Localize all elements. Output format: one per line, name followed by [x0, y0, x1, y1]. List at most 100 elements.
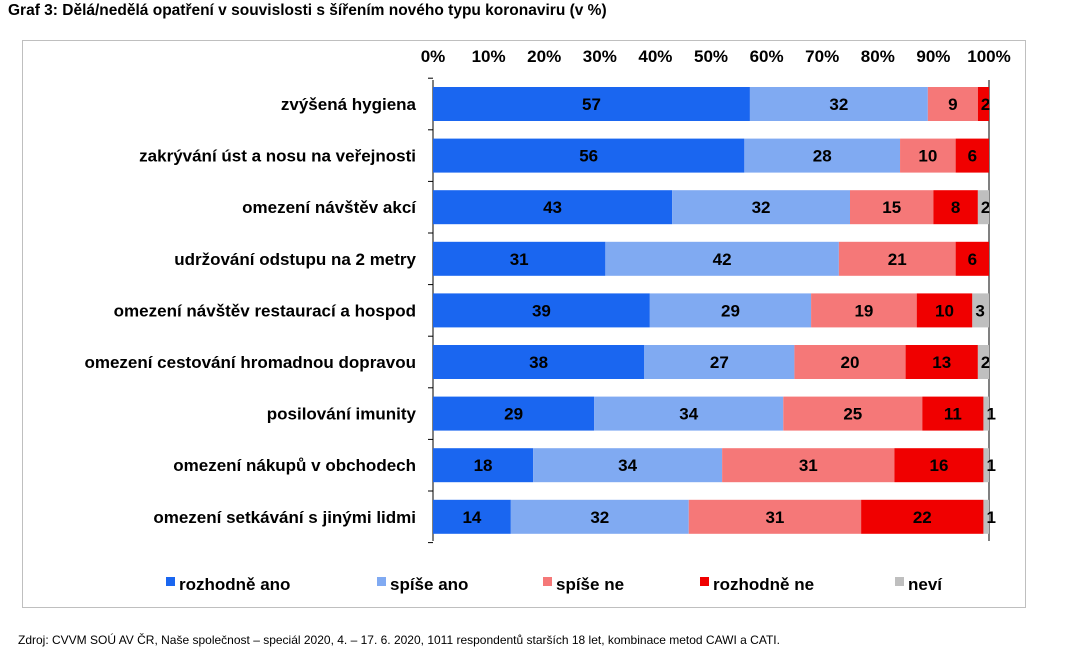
data-label: 21	[888, 250, 907, 269]
bar-segment	[955, 138, 989, 173]
data-label: 11	[944, 405, 962, 424]
legend-swatch	[543, 577, 552, 586]
data-label: 10	[935, 301, 954, 320]
x-tick-label: 0%	[421, 47, 446, 66]
data-label: 27	[710, 353, 729, 372]
data-label: 2	[981, 95, 990, 114]
data-label: 57	[582, 95, 601, 114]
data-label: 2	[981, 198, 990, 217]
legend-swatch	[377, 577, 386, 586]
data-label: 56	[579, 147, 598, 166]
data-label: 31	[510, 250, 529, 269]
bar-segment	[955, 241, 989, 276]
legend-label: rozhodně ne	[713, 575, 814, 594]
x-tick-label: 80%	[861, 47, 895, 66]
bar-segment	[861, 499, 984, 534]
x-tick-label: 60%	[750, 47, 784, 66]
legend-swatch	[166, 577, 175, 586]
bar-segment	[850, 190, 934, 225]
data-label: 32	[752, 198, 771, 217]
bar-segment	[433, 190, 673, 225]
data-label: 32	[829, 95, 848, 114]
bar-segment	[905, 345, 978, 379]
bar-segment	[744, 138, 901, 173]
bar-segment	[972, 293, 989, 328]
bar-segment	[794, 345, 906, 379]
legend-swatch	[700, 577, 709, 586]
chart-frame	[22, 40, 1026, 608]
x-tick-label: 100%	[967, 47, 1010, 66]
legend-label: rozhodně ano	[179, 575, 290, 594]
bar-segment	[649, 293, 812, 328]
legend-label: spíše ne	[556, 575, 624, 594]
category-label: omezení cestování hromadnou dopravou	[84, 353, 416, 372]
category-label: omezení nákupů v obchodech	[173, 456, 416, 475]
x-tick-label: 70%	[805, 47, 839, 66]
data-label: 16	[929, 456, 948, 475]
data-label: 25	[843, 405, 862, 424]
bar-segment	[977, 190, 989, 225]
data-label: 34	[679, 405, 698, 424]
bar-segment	[722, 448, 895, 483]
category-label: zvýšená hygiena	[281, 95, 417, 114]
bar-segment	[922, 396, 984, 431]
data-label: 42	[713, 250, 732, 269]
bar-segment	[811, 293, 917, 328]
category-label: posilování imunity	[267, 405, 417, 424]
bar-segment	[433, 345, 645, 379]
category-label: omezení návštěv akcí	[242, 198, 417, 217]
x-tick-label: 30%	[583, 47, 617, 66]
data-label: 8	[951, 198, 960, 217]
chart-title: Graf 3: Dělá/nedělá opatření v souvislos…	[8, 2, 607, 19]
data-label: 9	[948, 95, 957, 114]
data-label: 15	[882, 198, 901, 217]
category-label: omezení setkávání s jinými lidmi	[153, 508, 416, 527]
data-label: 32	[590, 508, 609, 527]
data-label: 20	[841, 353, 860, 372]
data-label: 34	[618, 456, 637, 475]
legend-label: neví	[908, 575, 943, 594]
bar-segment	[933, 190, 978, 225]
bar-segment	[433, 241, 606, 276]
bar-segment	[605, 241, 839, 276]
data-label: 18	[474, 456, 493, 475]
bar-segment	[783, 396, 923, 431]
bar-segment	[749, 87, 928, 121]
bar-segment	[900, 138, 956, 173]
bar-segment	[983, 499, 989, 534]
bar-segment	[644, 345, 795, 379]
data-label: 1	[986, 456, 995, 475]
data-label: 6	[968, 147, 977, 166]
data-label: 19	[854, 301, 873, 320]
x-tick-label: 90%	[916, 47, 950, 66]
bar-segment	[433, 499, 511, 534]
data-label: 31	[765, 508, 784, 527]
bar-segment	[433, 138, 745, 173]
bar-segment	[983, 448, 989, 483]
bar-segment	[672, 190, 850, 225]
data-label: 3	[975, 301, 984, 320]
data-label: 28	[813, 147, 832, 166]
bar-segment	[533, 448, 723, 483]
data-label: 22	[913, 508, 932, 527]
data-label: 2	[981, 353, 990, 372]
category-label: udržování odstupu na 2 metry	[174, 250, 416, 269]
data-label: 1	[986, 405, 995, 424]
bar-segment	[983, 396, 989, 431]
bar-segment	[927, 87, 978, 121]
data-label: 29	[721, 301, 740, 320]
data-label: 43	[543, 198, 562, 217]
bar-segment	[916, 293, 973, 328]
bar-segment	[838, 241, 956, 276]
category-label: omezení návštěv restaurací a hospod	[114, 301, 416, 320]
legend-label: spíše ano	[390, 575, 468, 594]
data-label: 1	[986, 508, 995, 527]
data-label: 29	[504, 405, 523, 424]
bar-segment	[977, 345, 989, 379]
bar-segment	[433, 396, 595, 431]
bar-segment	[894, 448, 984, 483]
data-label: 39	[532, 301, 551, 320]
x-tick-label: 20%	[527, 47, 561, 66]
x-tick-label: 40%	[638, 47, 672, 66]
